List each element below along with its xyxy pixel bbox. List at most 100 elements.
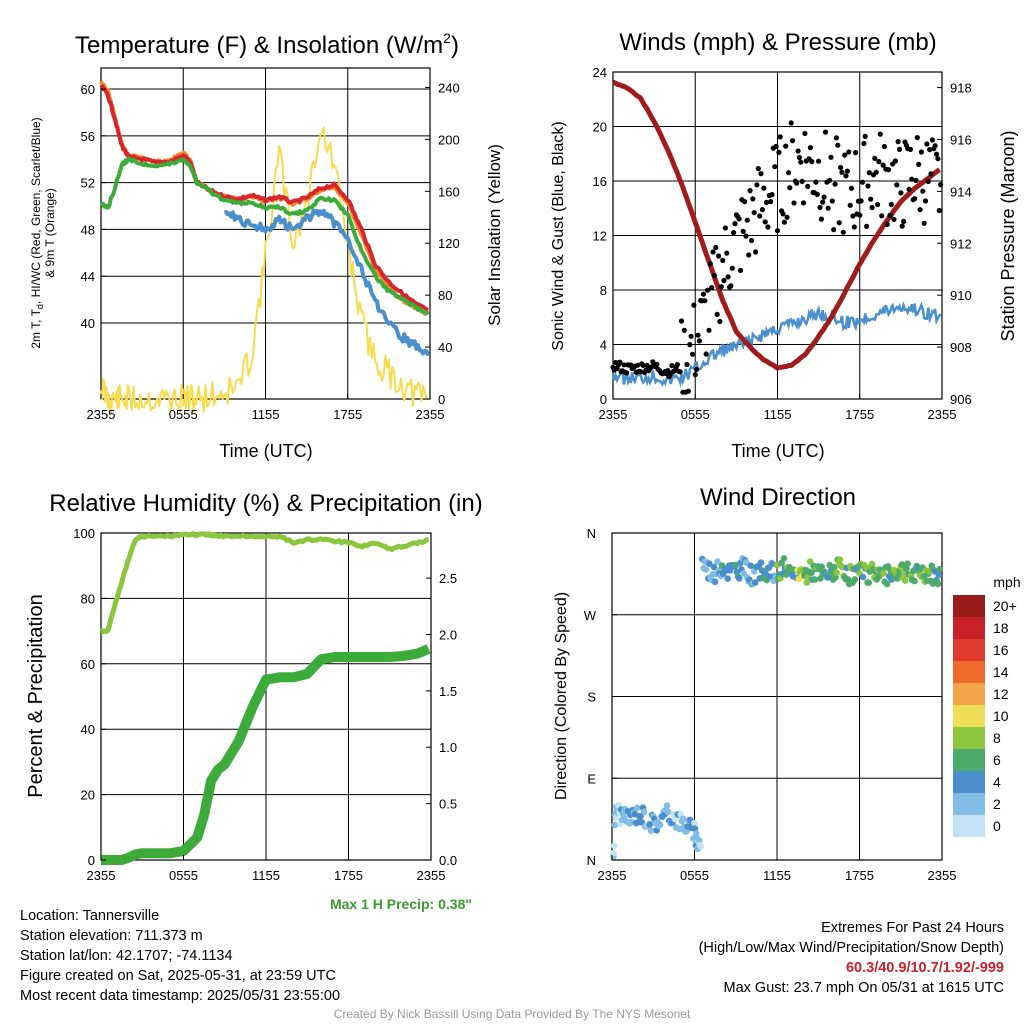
gust-point [621, 362, 627, 368]
gust-point [847, 202, 853, 208]
gust-point [879, 213, 885, 219]
gust-point [687, 342, 693, 348]
legend-label: 14 [993, 664, 1009, 680]
right-y-tick-label: 240 [438, 80, 460, 95]
station-latlon: Station lat/lon: 42.1707; -74.1134 [20, 948, 233, 964]
gust-point [748, 237, 755, 244]
series-pressure [612, 79, 941, 371]
legend-swatch [953, 617, 985, 639]
left-y-tick-label: 8 [600, 283, 607, 298]
station-info: Location: Tannersville Station elevation… [20, 906, 340, 1006]
gust-point [717, 318, 723, 325]
direction-point [880, 570, 887, 577]
legend-swatch [953, 705, 985, 727]
gust-point [737, 267, 744, 273]
gust-point [825, 205, 831, 211]
gust-point [784, 214, 790, 220]
legend-swatch [953, 595, 985, 617]
x-tick-label: 2355 [598, 868, 627, 883]
gust-point [936, 207, 942, 214]
legend-label: 18 [993, 620, 1009, 636]
gust-point [932, 143, 938, 149]
gust-point [842, 152, 848, 158]
gust-point [702, 298, 708, 304]
gust-point [814, 191, 820, 197]
left-y-tick-label: 48 [81, 222, 95, 237]
x-tick-label: 0555 [169, 868, 198, 883]
gust-point [892, 158, 899, 164]
winds-xlabel: Time (UTC) [731, 441, 824, 461]
gust-point [785, 170, 792, 176]
gust-point [731, 230, 737, 236]
gust-point [857, 212, 863, 218]
legend-swatch [953, 639, 985, 661]
legend-swatch [953, 749, 985, 771]
right-y-tick-label: 40 [438, 340, 452, 355]
gust-point [765, 224, 771, 230]
legend-swatch [953, 815, 985, 837]
gust-point [754, 182, 760, 188]
right-y-tick-label: 0.0 [439, 853, 457, 868]
direction-point [808, 569, 815, 577]
gust-point [790, 138, 796, 144]
gust-point [885, 167, 892, 173]
left-y-tick-label: N [587, 853, 596, 868]
left-y-tick-label: W [584, 608, 597, 623]
gust-point [677, 369, 683, 375]
gust-point [714, 311, 720, 317]
gust-point [875, 201, 881, 208]
legend-label: 16 [993, 642, 1009, 658]
gust-point [758, 171, 764, 177]
gust-point [711, 273, 718, 279]
gust-point [776, 149, 782, 155]
humidity-ylabel-left: Percent & Precipitation [25, 594, 47, 797]
gust-point [840, 229, 846, 235]
gust-point [709, 285, 715, 291]
winds-ticks: 2355 0555 1155 1755 235504812162024906908910… [593, 65, 972, 422]
legend-swatch [953, 661, 985, 683]
gust-point [850, 213, 856, 219]
gust-point [795, 148, 801, 154]
gust-point [751, 210, 757, 216]
left-y-tick-label: 0 [600, 392, 607, 407]
direction-point [647, 827, 655, 834]
gust-point [894, 182, 900, 188]
left-y-tick-label: 4 [600, 338, 607, 353]
right-y-tick-label: 120 [438, 236, 460, 251]
direction-point [735, 575, 743, 582]
gust-point [913, 177, 919, 183]
gust-point [928, 171, 934, 177]
gust-point [829, 198, 835, 204]
gust-point [762, 219, 768, 225]
gust-point [763, 199, 770, 205]
x-tick-label: 1755 [333, 407, 362, 422]
legend-label: 0 [993, 818, 1001, 834]
direction-point [640, 808, 648, 816]
temperature-series [99, 80, 431, 415]
left-y-tick-label: 52 [81, 176, 95, 191]
gust-point [906, 186, 912, 192]
gust-point [692, 372, 698, 378]
left-y-tick-label: 60 [81, 657, 95, 672]
gust-point [781, 219, 788, 225]
gust-point [694, 366, 700, 372]
gust-point [791, 200, 797, 206]
x-tick-label: 1755 [845, 407, 874, 422]
station-elevation: Station elevation: 711.373 m [20, 928, 203, 944]
legend-swatch [953, 727, 985, 749]
gust-point [884, 221, 890, 227]
x-tick-label: 1155 [252, 868, 280, 883]
legend-label: 6 [993, 752, 1001, 768]
gust-point [635, 362, 641, 368]
right-y-tick-label: 910 [950, 288, 972, 303]
left-y-tick-label: 0 [88, 853, 95, 868]
gust-point [722, 225, 729, 231]
gust-point [933, 151, 940, 157]
temperature-title: Temperature (F) & Insolation (W/m2) [75, 30, 459, 59]
right-y-tick-label: 912 [950, 236, 972, 251]
winds-ylabel-right: Station Pressure (Maroon) [998, 130, 1018, 341]
gust-point [669, 362, 675, 369]
gust-point [755, 166, 761, 172]
direction-point [633, 804, 641, 812]
